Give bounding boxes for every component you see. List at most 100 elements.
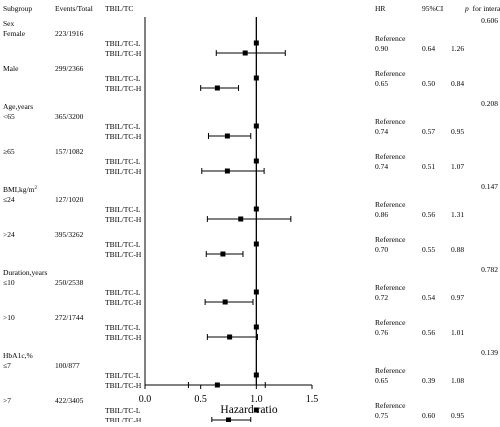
- header-ci: 95%CI: [422, 4, 444, 13]
- forest-rows: Sex 0.606 Female 223/1916 TBIL/TC-L Reference…: [3, 16, 498, 425]
- level-label: TBIL/TC-H: [105, 250, 142, 259]
- x-tick-label: 1.5: [306, 394, 319, 405]
- header-tbil-tc: TBIL/TC: [105, 4, 133, 13]
- subgroup-label: ≤7: [3, 361, 11, 370]
- ci-lower-value: 0.50: [422, 79, 435, 88]
- ci-lower-value: 0.54: [422, 293, 435, 302]
- ci-lower-value: 0.55: [422, 245, 435, 254]
- events-total-value: 250/2538: [55, 278, 84, 287]
- level-label: TBIL/TC-H: [105, 381, 142, 390]
- hr-reference-text: Reference: [375, 34, 406, 43]
- subgroup-label: <65: [3, 112, 15, 121]
- p-interaction-value: 0.139: [481, 348, 498, 357]
- subgroup-label: Male: [3, 64, 19, 73]
- subgroup-label: ≥65: [3, 147, 15, 156]
- events-total-value: 299/2366: [55, 64, 84, 73]
- hr-value: 0.70: [375, 245, 388, 254]
- x-axis-ticks: 0.0 0.5 1.0 1.5: [139, 385, 319, 405]
- hr-reference-text: Reference: [375, 152, 406, 161]
- p-interaction-value: 0.606: [481, 16, 498, 25]
- level-label: TBIL/TC-H: [105, 167, 142, 176]
- x-tick-label: 1.0: [250, 394, 263, 405]
- variable-label: BMI,kg/m2: [3, 185, 37, 194]
- header-hr: HR: [375, 4, 385, 13]
- ci-lower-value: 0.60: [422, 411, 435, 420]
- subgroup-label: ≤24: [3, 195, 15, 204]
- events-total-value: 127/1020: [55, 195, 84, 204]
- hr-point-marker: [220, 251, 226, 257]
- ci-lower-value: 0.57: [422, 127, 435, 136]
- reference-point-marker: [253, 158, 259, 164]
- level-label: TBIL/TC-H: [105, 298, 142, 307]
- ci-lower-value: 0.39: [422, 376, 435, 385]
- variable-label-text: Sex: [3, 19, 15, 28]
- level-label: TBIL/TC-H: [105, 333, 142, 342]
- level-label: TBIL/TC-L: [105, 240, 141, 249]
- x-tick-label: 0.0: [139, 394, 152, 405]
- hr-value: 0.72: [375, 293, 388, 302]
- events-total-value: 223/1916: [55, 29, 84, 38]
- hr-point-marker: [214, 85, 220, 91]
- hr-reference-text: Reference: [375, 283, 406, 292]
- ci-lower-value: 0.51: [422, 162, 435, 171]
- variable-label: Duration,years: [3, 268, 47, 277]
- ci-upper-value: 1.26: [451, 44, 464, 53]
- variable-label-text: Duration,years: [3, 268, 47, 277]
- events-total-value: 272/1744: [55, 313, 84, 322]
- level-label: TBIL/TC-L: [105, 205, 141, 214]
- level-label: TBIL/TC-L: [105, 157, 141, 166]
- level-label: TBIL/TC-H: [105, 49, 142, 58]
- hr-point-marker: [238, 216, 244, 222]
- hr-value: 0.90: [375, 44, 388, 53]
- ci-upper-value: 0.84: [451, 79, 464, 88]
- reference-point-marker: [253, 40, 259, 46]
- level-label: TBIL/TC-L: [105, 74, 141, 83]
- variable-label: HbA1c,%: [3, 351, 33, 360]
- variable-label-superscript: 2: [34, 186, 37, 191]
- events-total-value: 100/877: [55, 361, 80, 370]
- events-total-value: 422/3405: [55, 396, 84, 405]
- ci-upper-value: 1.01: [451, 328, 464, 337]
- hr-value: 0.86: [375, 210, 388, 219]
- hr-value: 0.76: [375, 328, 388, 337]
- variable-label-text: HbA1c,%: [3, 351, 33, 360]
- p-interaction-value: 0.208: [481, 99, 498, 108]
- hr-value: 0.75: [375, 411, 388, 420]
- level-label: TBIL/TC-H: [105, 215, 142, 224]
- hr-point-marker: [222, 299, 228, 305]
- hr-value: 0.65: [375, 376, 388, 385]
- reference-point-marker: [253, 75, 259, 81]
- variable-label-text: BMI,kg/m: [3, 185, 35, 194]
- p-interaction-value: 0.782: [481, 265, 498, 274]
- level-label: TBIL/TC-L: [105, 371, 141, 380]
- hr-point-marker: [227, 334, 233, 340]
- level-label: TBIL/TC-H: [105, 416, 142, 422]
- ci-upper-value: 0.97: [451, 293, 464, 302]
- hr-point-marker: [226, 417, 231, 423]
- hr-reference-text: Reference: [375, 366, 406, 375]
- header-p-interaction: p for interaction: [464, 4, 500, 13]
- hr-reference-text: Reference: [375, 200, 406, 209]
- events-total-value: 395/3262: [55, 230, 84, 239]
- reference-point-marker: [253, 407, 259, 413]
- subgroup-label: >24: [3, 230, 15, 239]
- ci-upper-value: 1.08: [451, 376, 464, 385]
- level-label: TBIL/TC-L: [105, 288, 141, 297]
- x-tick-label: 0.5: [194, 394, 207, 405]
- reference-point-marker: [253, 206, 259, 212]
- hr-reference-text: Reference: [375, 401, 406, 410]
- reference-point-marker: [253, 289, 259, 295]
- subgroup-label: Female: [3, 29, 26, 38]
- hr-reference-text: Reference: [375, 69, 406, 78]
- ci-upper-value: 0.95: [451, 411, 464, 420]
- ci-lower-value: 0.64: [422, 44, 435, 53]
- level-label: TBIL/TC-L: [105, 406, 141, 415]
- ci-upper-value: 1.07: [451, 162, 464, 171]
- events-total-value: 157/1082: [55, 147, 84, 156]
- header-p-label: p: [464, 4, 469, 13]
- subgroup-label: ≤10: [3, 278, 15, 287]
- reference-point-marker: [253, 372, 259, 378]
- hr-point-marker: [224, 133, 230, 139]
- reference-point-marker: [253, 324, 259, 330]
